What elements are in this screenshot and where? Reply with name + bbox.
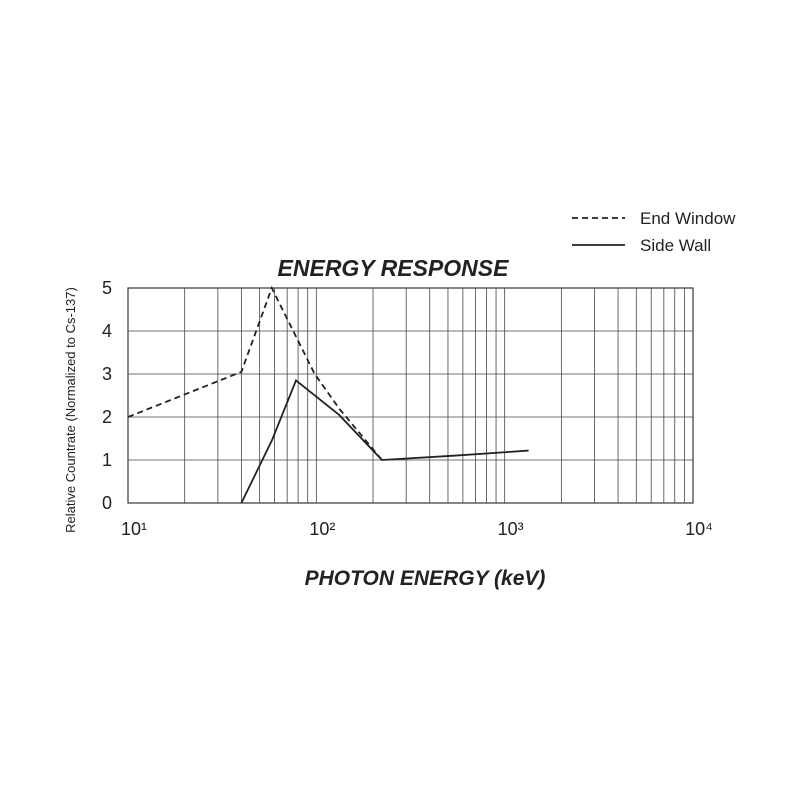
chart-title: ENERGY RESPONSE: [278, 255, 510, 281]
y-tick-label: 1: [102, 450, 112, 470]
series-line: [127, 285, 383, 461]
x-axis-label: PHOTON ENERGY (keV): [305, 567, 546, 590]
x-tick-label: 10¹: [121, 519, 147, 539]
series-line: [240, 378, 529, 504]
y-tick-label: 4: [102, 321, 112, 341]
y-tick-label: 2: [102, 407, 112, 427]
x-tick-label: 10³: [498, 519, 524, 539]
legend-label: Side Wall: [640, 236, 711, 255]
x-tick-label: 10²: [309, 519, 335, 539]
y-tick-label: 3: [102, 364, 112, 384]
y-axis-label: Relative Countrate (Normalized to Cs-137…: [63, 287, 78, 533]
x-tick-label: 10⁴: [685, 519, 713, 539]
legend-label: End Window: [640, 209, 736, 228]
y-tick-label: 5: [102, 278, 112, 298]
y-tick-label: 0: [102, 493, 112, 513]
plot-frame: [127, 287, 694, 504]
